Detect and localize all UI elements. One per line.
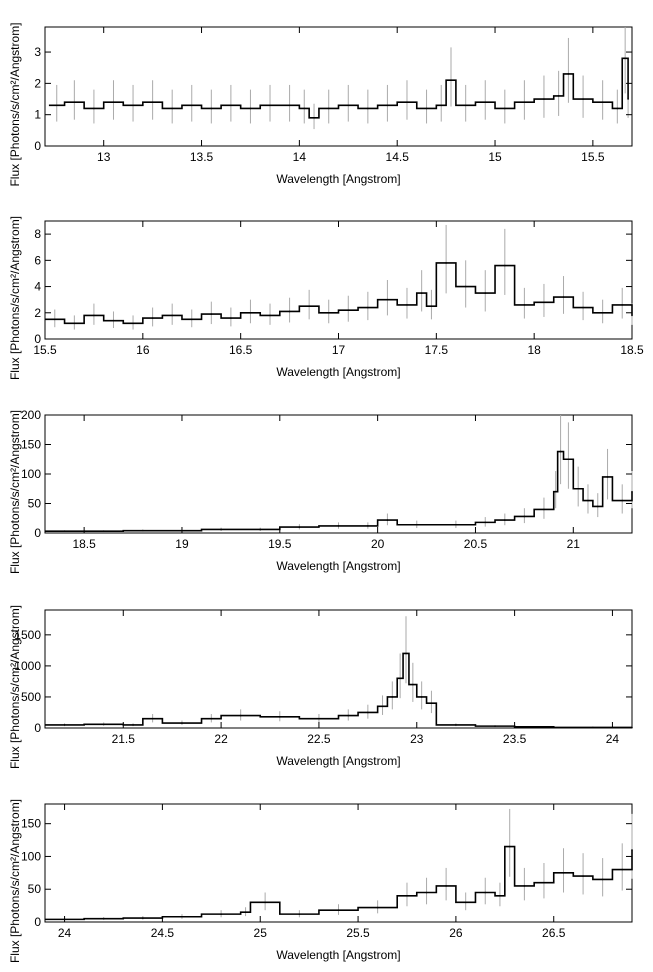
x-axis-label: Wavelength [Angstrom] — [276, 948, 400, 962]
y-tick-label: 500 — [21, 690, 41, 704]
x-tick-label: 18 — [527, 343, 541, 357]
x-tick-label: 15.5 — [33, 343, 57, 357]
x-tick-label: 21.5 — [112, 732, 136, 746]
series-1 — [48, 27, 629, 130]
y-tick-label: 4 — [34, 280, 41, 294]
x-tick-label: 26 — [449, 926, 463, 940]
y-axis-label: Flux [Photons/s/cm²/Angstrom] — [8, 799, 22, 963]
series-line — [45, 652, 632, 729]
chart-panel-2: 15.5 16 16.5 17 17.5 18 18.5 0 2 4 6 8 Wavelength [A… — [8, 216, 644, 380]
series-1 — [45, 808, 633, 921]
x-tick-label: 25 — [254, 926, 268, 940]
x-tick-label: 24 — [58, 926, 72, 940]
x-tick-label: 24.5 — [151, 926, 175, 940]
y-tick-label: 6 — [34, 253, 41, 267]
chart-panel-1: 13 13.5 14 14.5 15 15.5 0 1 2 3 Wavelength [Angstr… — [8, 22, 633, 187]
y-tick-label: 100 — [21, 467, 41, 481]
y-tick-label: 0 — [34, 915, 41, 929]
y-axis-label: Flux [Photons/s/cm²/Angstrom] — [8, 22, 22, 186]
y-tick-label: 50 — [28, 497, 42, 511]
x-tick-label: 18.5 — [72, 537, 96, 551]
y-tick-label: 150 — [21, 438, 41, 452]
y-axis-label: Flux [Photons/s/cm²/Angstrom] — [8, 216, 22, 380]
x-tick-label: 17.5 — [425, 343, 449, 357]
chart-panel-5: 24 24.5 25 25.5 26 26.5 0 50 100 150 Wavelength [A… — [8, 799, 633, 963]
x-tick-label: 22 — [214, 732, 228, 746]
x-tick-label: 15.5 — [581, 150, 605, 164]
x-tick-label: 15 — [488, 150, 502, 164]
x-tick-label: 25.5 — [346, 926, 370, 940]
y-tick-label: 2 — [34, 76, 41, 90]
x-tick-label: 23.5 — [503, 732, 527, 746]
x-tick-label: 14.5 — [386, 150, 410, 164]
y-tick-label: 8 — [34, 227, 41, 241]
y-tick-label: 1 — [34, 108, 41, 122]
series-line — [45, 450, 633, 533]
x-tick-label: 23 — [410, 732, 424, 746]
x-tick-label: 20.5 — [464, 537, 488, 551]
chart-panel-4: 21.5 22 22.5 23 23.5 24 0 500 1000 1500 Wavelength… — [8, 605, 633, 769]
x-tick-label: 17 — [332, 343, 346, 357]
y-axis-label: Flux [Photons/s/cm²/Angstrom] — [8, 605, 22, 769]
x-tick-label: 19.5 — [268, 537, 292, 551]
y-tick-label: 0 — [34, 526, 41, 540]
y-tick-label: 1000 — [14, 659, 41, 673]
series-line — [48, 57, 629, 119]
series-line — [45, 845, 633, 921]
y-tick-label: 150 — [21, 817, 41, 831]
series-1 — [45, 415, 633, 533]
x-tick-label: 26.5 — [542, 926, 566, 940]
x-axis-label: Wavelength [Angstrom] — [276, 365, 400, 379]
series-1 — [45, 224, 633, 330]
x-tick-label: 20 — [371, 537, 385, 551]
y-tick-label: 3 — [34, 45, 41, 59]
x-tick-label: 16.5 — [229, 343, 253, 357]
x-tick-label: 22.5 — [307, 732, 331, 746]
x-tick-label: 13.5 — [190, 150, 214, 164]
y-tick-label: 1500 — [14, 628, 41, 642]
series-1 — [45, 616, 633, 729]
y-tick-label: 50 — [28, 882, 42, 896]
x-tick-label: 21 — [567, 537, 581, 551]
series-line — [45, 262, 633, 325]
x-axis-label: Wavelength [Angstrom] — [276, 172, 400, 186]
x-tick-label: 19 — [175, 537, 189, 551]
x-tick-label: 24 — [606, 732, 620, 746]
x-tick-label: 13 — [97, 150, 111, 164]
x-axis-label: Wavelength [Angstrom] — [276, 754, 400, 768]
x-tick-label: 14 — [293, 150, 307, 164]
y-tick-label: 0 — [34, 332, 41, 346]
y-tick-label: 100 — [21, 849, 41, 863]
x-axis-label: Wavelength [Angstrom] — [276, 559, 400, 573]
x-tick-label: 18.5 — [620, 343, 644, 357]
chart-panel-3: 18.5 19 19.5 20 20.5 21 0 50 100 150 200 Wavelength… — [8, 408, 633, 574]
x-tick-label: 16 — [136, 343, 150, 357]
y-tick-label: 2 — [34, 306, 41, 320]
plot-frame — [44, 26, 633, 147]
y-tick-label: 200 — [21, 408, 41, 422]
y-tick-label: 0 — [34, 721, 41, 735]
y-tick-label: 0 — [34, 139, 41, 153]
y-axis-label: Flux [Photons/s/cm²/Angstrom] — [8, 410, 22, 574]
plot-frame — [44, 609, 633, 729]
